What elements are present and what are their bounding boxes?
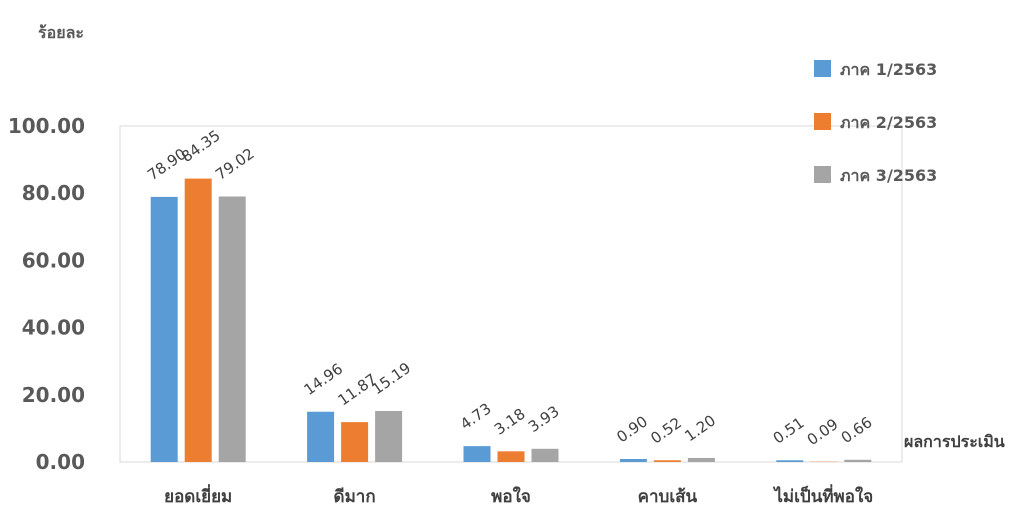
x-tick-label: พอใจ — [491, 486, 531, 507]
x-axis-title: ผลการประเมิน — [904, 432, 1005, 451]
legend-swatch — [814, 60, 831, 77]
x-tick-label: คาบเส้น — [638, 487, 698, 507]
y-tick-label: 100.00 — [8, 114, 85, 138]
legend-label: ภาค 1/2563 — [840, 60, 937, 79]
bar — [307, 411, 335, 462]
bar — [531, 448, 559, 462]
x-tick-label: ไม่เป็นที่พอใจ — [772, 484, 873, 507]
data-label: 0.90 — [613, 412, 651, 446]
bar — [184, 178, 212, 463]
bar — [463, 446, 491, 462]
bar — [497, 451, 525, 462]
data-label: 1.20 — [681, 411, 719, 445]
y-tick-label: 40.00 — [22, 316, 85, 340]
y-tick-label: 20.00 — [22, 383, 85, 407]
legend: ภาค 1/2563 ภาค 2/2563 ภาค 3/2563 — [814, 60, 937, 185]
y-axis-title: ร้อยละ — [38, 23, 84, 42]
bar — [687, 457, 715, 462]
bar — [375, 410, 403, 462]
bar — [844, 459, 872, 462]
bar — [341, 422, 369, 462]
y-tick-label: 60.00 — [22, 248, 85, 272]
y-axis-ticks: 0.00 20.00 40.00 60.00 80.00 100.00 — [8, 114, 85, 474]
bar — [150, 196, 178, 462]
legend-swatch — [814, 113, 831, 130]
data-label: 3.93 — [525, 402, 563, 436]
data-label: 15.19 — [369, 359, 415, 398]
x-axis-ticks: ยอดเยี่ยม ดีมาก พอใจ คาบเส้น ไม่เป็นที่พอใจ — [164, 484, 873, 507]
y-tick-label: 80.00 — [22, 181, 85, 205]
data-label: 84.35 — [178, 126, 224, 165]
data-label: 0.51 — [770, 414, 808, 448]
data-label: 4.73 — [457, 399, 495, 433]
bar — [218, 196, 246, 462]
legend-label: ภาค 2/2563 — [840, 113, 937, 132]
data-label: 0.09 — [804, 415, 842, 449]
y-tick-label: 0.00 — [36, 450, 85, 474]
data-label: 0.66 — [838, 413, 876, 447]
legend-label: ภาค 3/2563 — [840, 166, 937, 185]
data-label: 3.18 — [491, 405, 529, 439]
x-tick-label: ดีมาก — [334, 486, 376, 507]
x-tick-label: ยอดเยี่ยม — [164, 484, 232, 507]
data-label: 79.02 — [212, 144, 258, 183]
data-labels: 78.9084.3579.0214.9611.8715.194.733.183.… — [144, 126, 875, 448]
bar — [619, 458, 647, 462]
legend-swatch — [814, 166, 831, 183]
bar — [653, 460, 681, 462]
bars — [150, 178, 872, 463]
bar — [776, 460, 804, 462]
data-label: 0.52 — [647, 414, 685, 448]
